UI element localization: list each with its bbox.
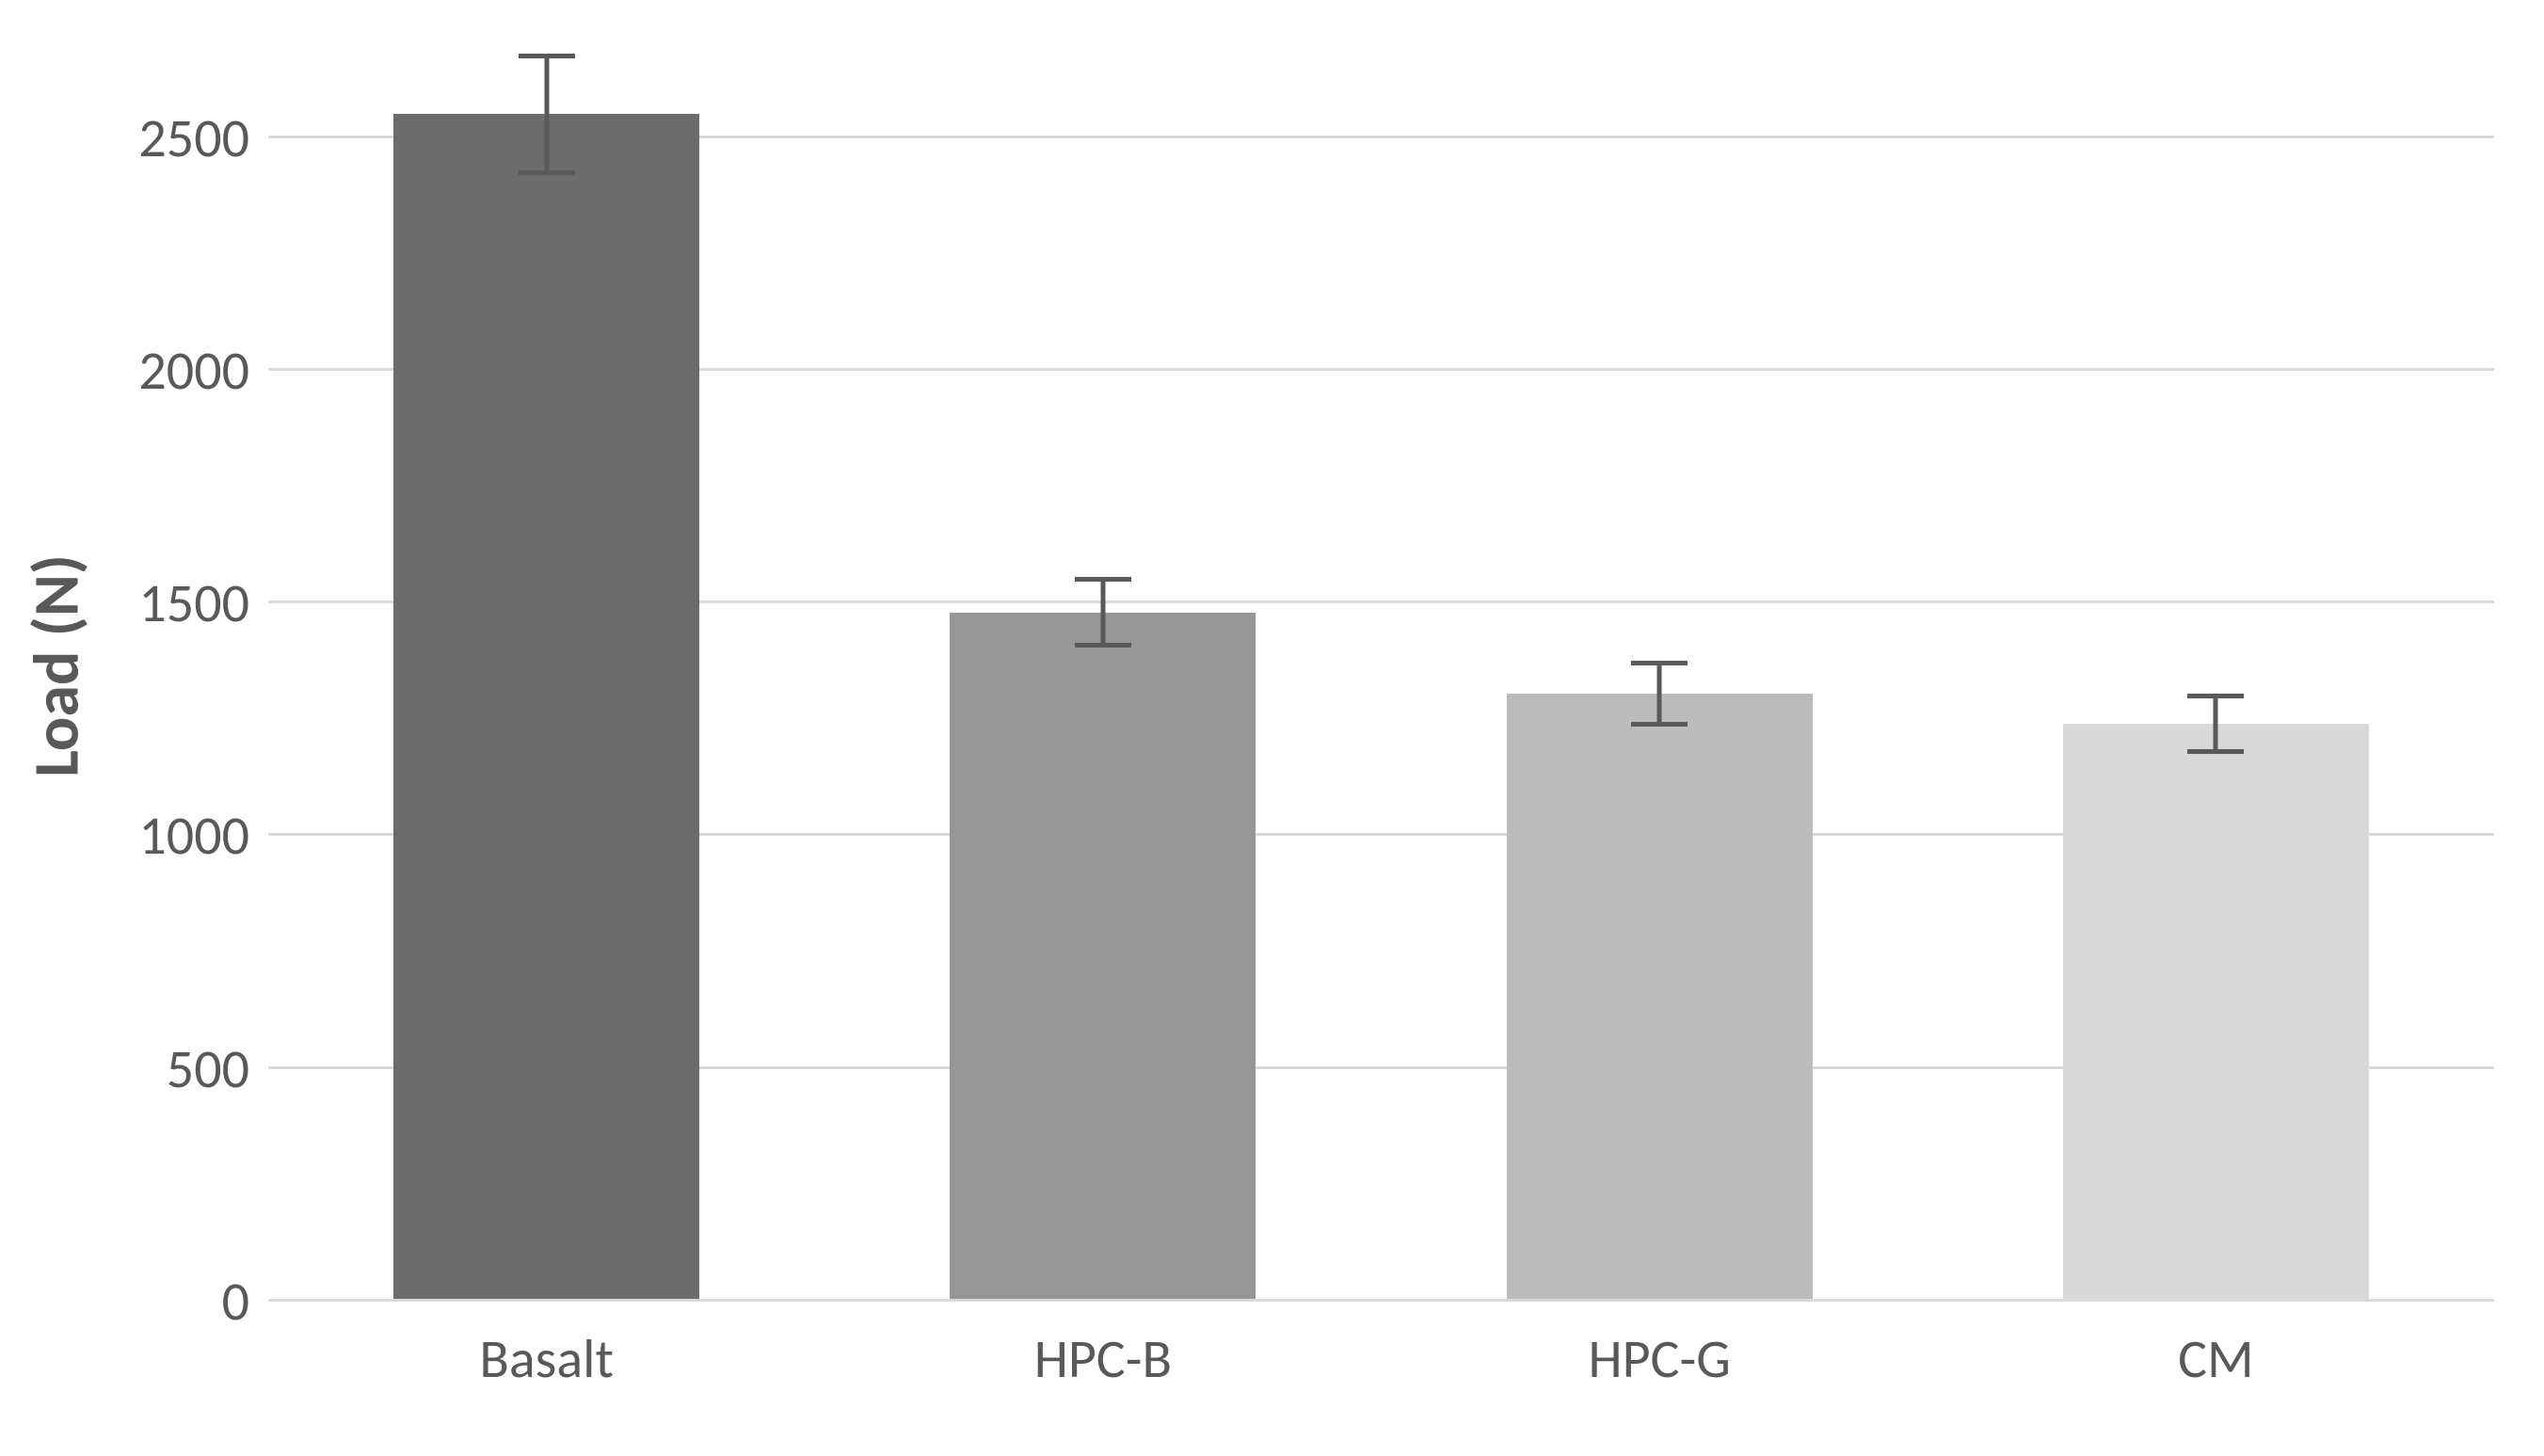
bar [950, 613, 1256, 1299]
y-tick-label: 1500 [108, 569, 249, 636]
x-category-label: HPC-G [1471, 1325, 1848, 1392]
bar [393, 114, 699, 1299]
bar [1507, 694, 1813, 1299]
y-tick-label: 2000 [108, 337, 249, 404]
y-tick-label: 500 [108, 1035, 249, 1102]
gridline [268, 1299, 2494, 1302]
y-axis-title: Load (N) [18, 431, 96, 902]
plot-area [268, 19, 2494, 1299]
x-category-label: Basalt [359, 1325, 735, 1392]
y-tick-label: 2500 [108, 104, 249, 171]
x-category-label: CM [2027, 1325, 2404, 1392]
y-tick-label: 1000 [108, 802, 249, 869]
y-tick-label: 0 [108, 1268, 249, 1335]
bar-chart: Load (N) 0 500 1000 1500 2000 2500 Basalt HPC-B… [0, 0, 2544, 1456]
bar [2063, 724, 2369, 1299]
x-category-label: HPC-B [915, 1325, 1291, 1392]
